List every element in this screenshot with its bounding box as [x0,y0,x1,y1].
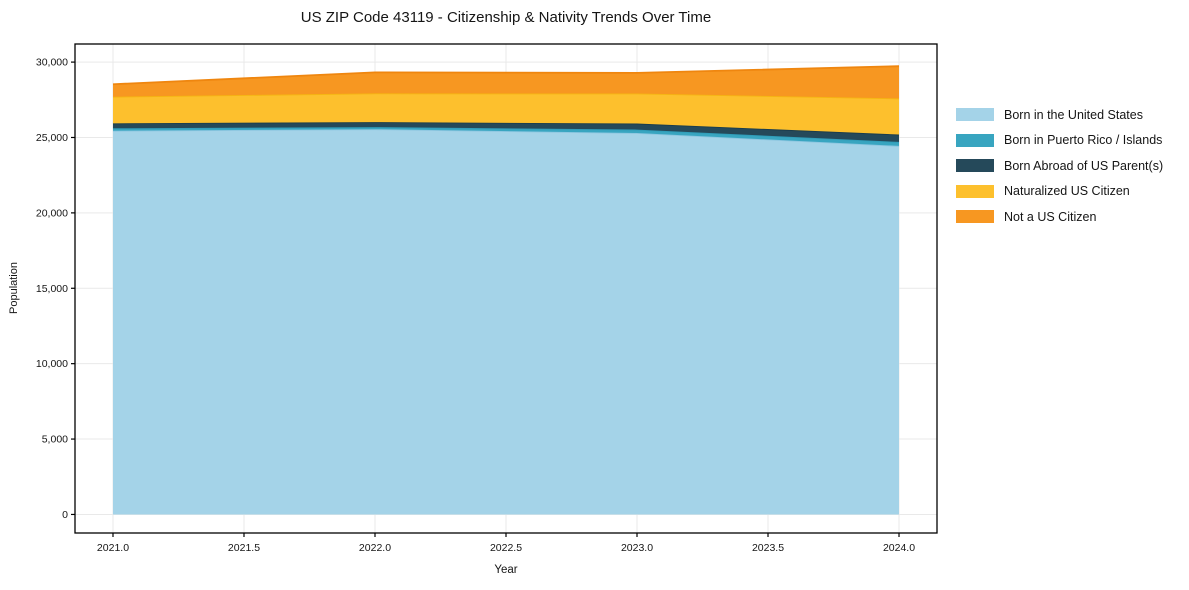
area-born-in-the-united-states [112,129,900,515]
area-edge [112,65,900,86]
y-tick-label: 0 [62,509,68,521]
y-tick-label: 25,000 [36,132,68,144]
legend-item: Born in the United States [956,102,1163,128]
x-tick-label: 2023.5 [752,542,784,554]
legend-swatch [956,133,994,147]
y-tick-label: 15,000 [36,283,68,295]
legend-item: Naturalized US Citizen [956,179,1163,205]
legend-label: Born in the United States [1004,107,1143,122]
legend-swatch [956,159,994,173]
legend-item: Born Abroad of US Parent(s) [956,153,1163,179]
legend-label: Born Abroad of US Parent(s) [1004,158,1164,173]
legend-label: Born in Puerto Rico / Islands [1004,133,1163,148]
legend-item: Born in Puerto Rico / Islands [956,128,1163,154]
y-tick-label: 20,000 [36,207,68,219]
x-tick-label: 2022.5 [490,542,522,554]
x-tick-label: 2024.0 [883,542,915,554]
y-tick-label: 5,000 [42,434,68,446]
legend-label: Naturalized US Citizen [1004,184,1130,199]
area-naturalized-us-citizen [112,93,900,135]
area-born-in-puerto-rico-islands [112,127,900,146]
legend-item: Not a US Citizen [956,204,1163,230]
legend-swatch [956,184,994,198]
x-axis-label: Year [494,564,518,576]
chart-title: US ZIP Code 43119 - Citizenship & Nativi… [300,9,712,26]
y-tick-label: 30,000 [36,57,68,69]
x-tick-label: 2021.0 [97,542,129,554]
x-tick-label: 2021.5 [228,542,260,554]
area-not-a-us-citizen [112,66,900,99]
legend-swatch [956,210,994,224]
legend-swatch [956,108,994,122]
legend-label: Not a US Citizen [1004,209,1097,224]
x-tick-label: 2022.0 [359,542,391,554]
legend: Born in the United States Born in Puerto … [956,102,1163,230]
y-tick-label: 10,000 [36,358,68,370]
x-tick-label: 2023.0 [621,542,653,554]
